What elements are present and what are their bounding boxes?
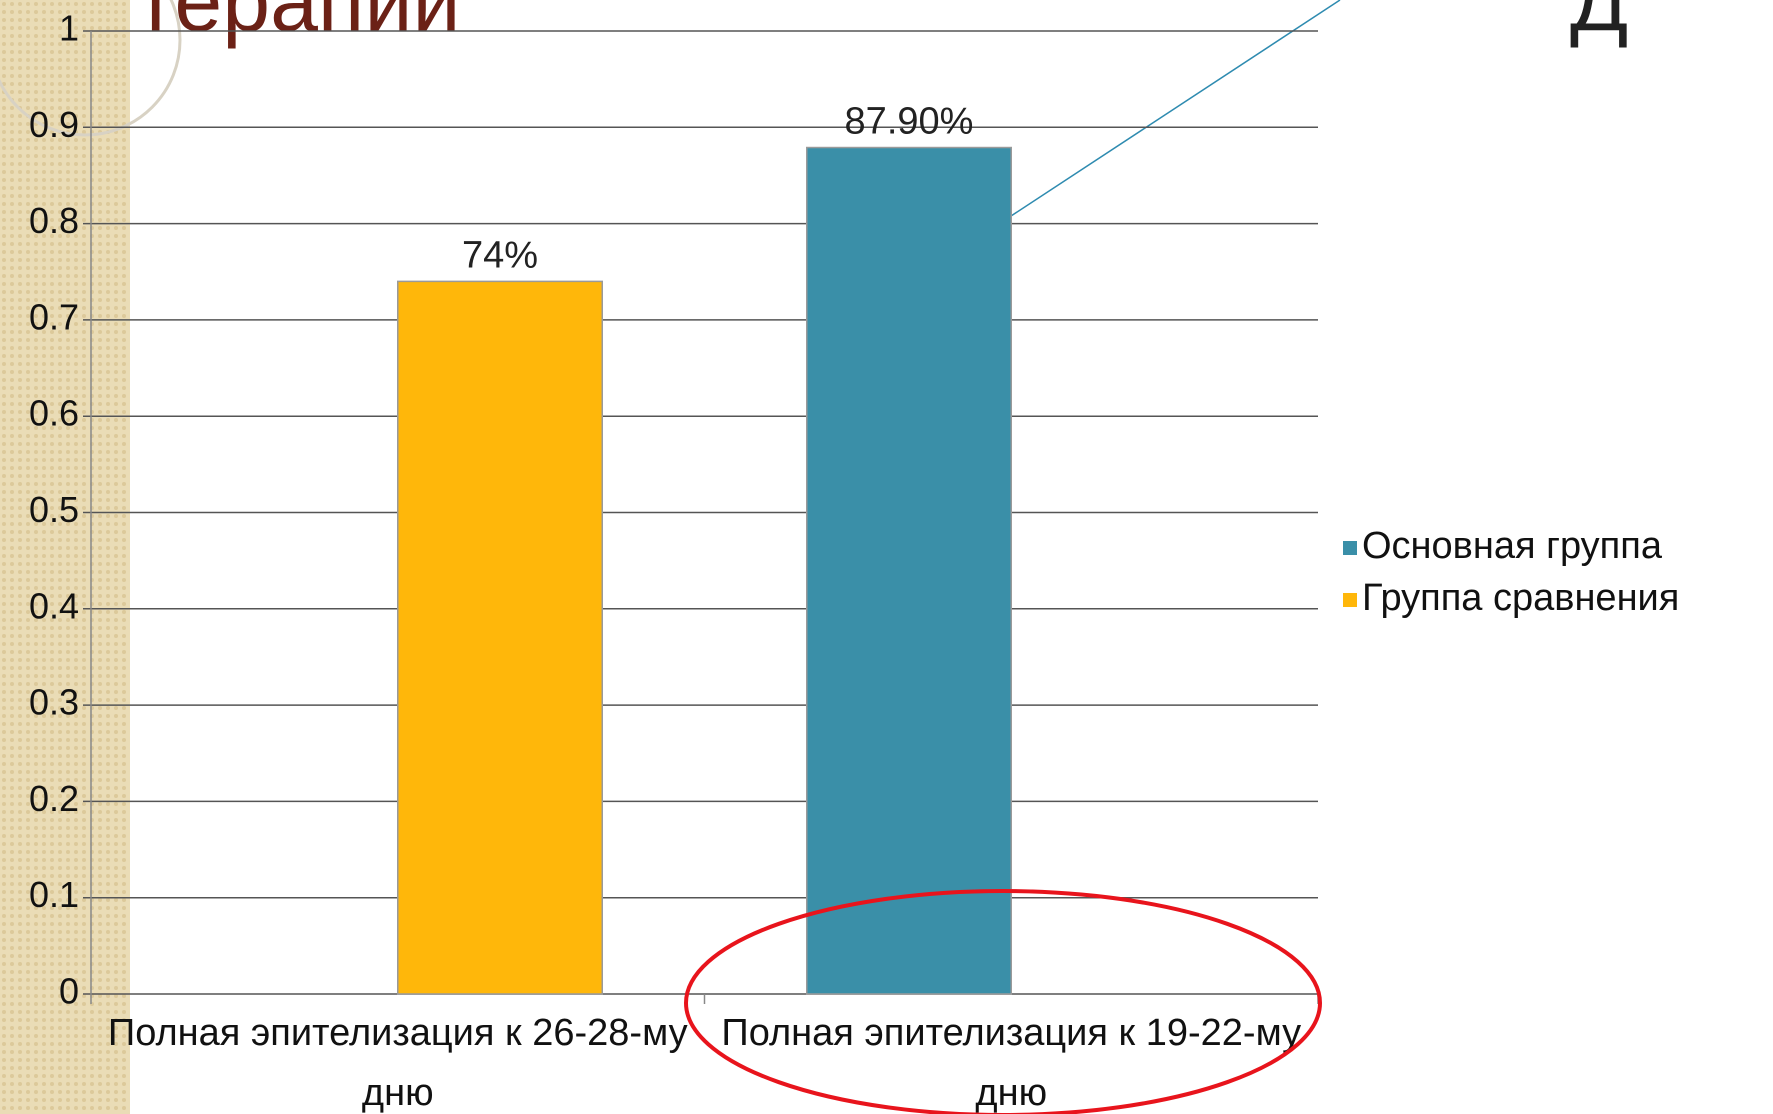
y-tick-label: 0.5 — [29, 489, 79, 530]
chart-title: терапии — [136, 0, 461, 50]
annotation: Д — [1570, 0, 1628, 50]
bar — [397, 280, 603, 995]
side-strip — [0, 0, 130, 1114]
highlight-ellipse — [684, 889, 1322, 1114]
decoration-circle — [0, 0, 182, 137]
y-tick-label: 0.2 — [29, 778, 79, 819]
y-tick-label: 0.7 — [29, 296, 79, 337]
y-tick-label: 1 — [59, 8, 79, 49]
y-tick-label: 0.1 — [29, 874, 79, 915]
legend-label: Группа сравнения — [1362, 577, 1679, 619]
y-tick-label: 0.6 — [29, 393, 79, 434]
callout-line — [1010, 0, 1341, 217]
y-tick-label: 0.9 — [29, 104, 79, 145]
legend-swatch — [1343, 593, 1357, 607]
y-tick-label: 0 — [59, 971, 79, 1012]
y-tick-label: 0.4 — [29, 585, 79, 626]
x-tick-label: Полная эпителизация к 26-28-му дню — [107, 1012, 688, 1114]
y-tick-label: 0.8 — [29, 200, 79, 241]
y-tick-label: 0.3 — [29, 682, 79, 723]
value-label: 74% — [462, 234, 538, 276]
value-label: 87.90% — [845, 101, 974, 143]
legend-label: Основная группа — [1362, 525, 1663, 567]
legend-swatch — [1343, 541, 1357, 555]
x-tick-label: Полная эпителизация к 19-22-му дню — [721, 1012, 1302, 1114]
bar — [806, 146, 1012, 995]
